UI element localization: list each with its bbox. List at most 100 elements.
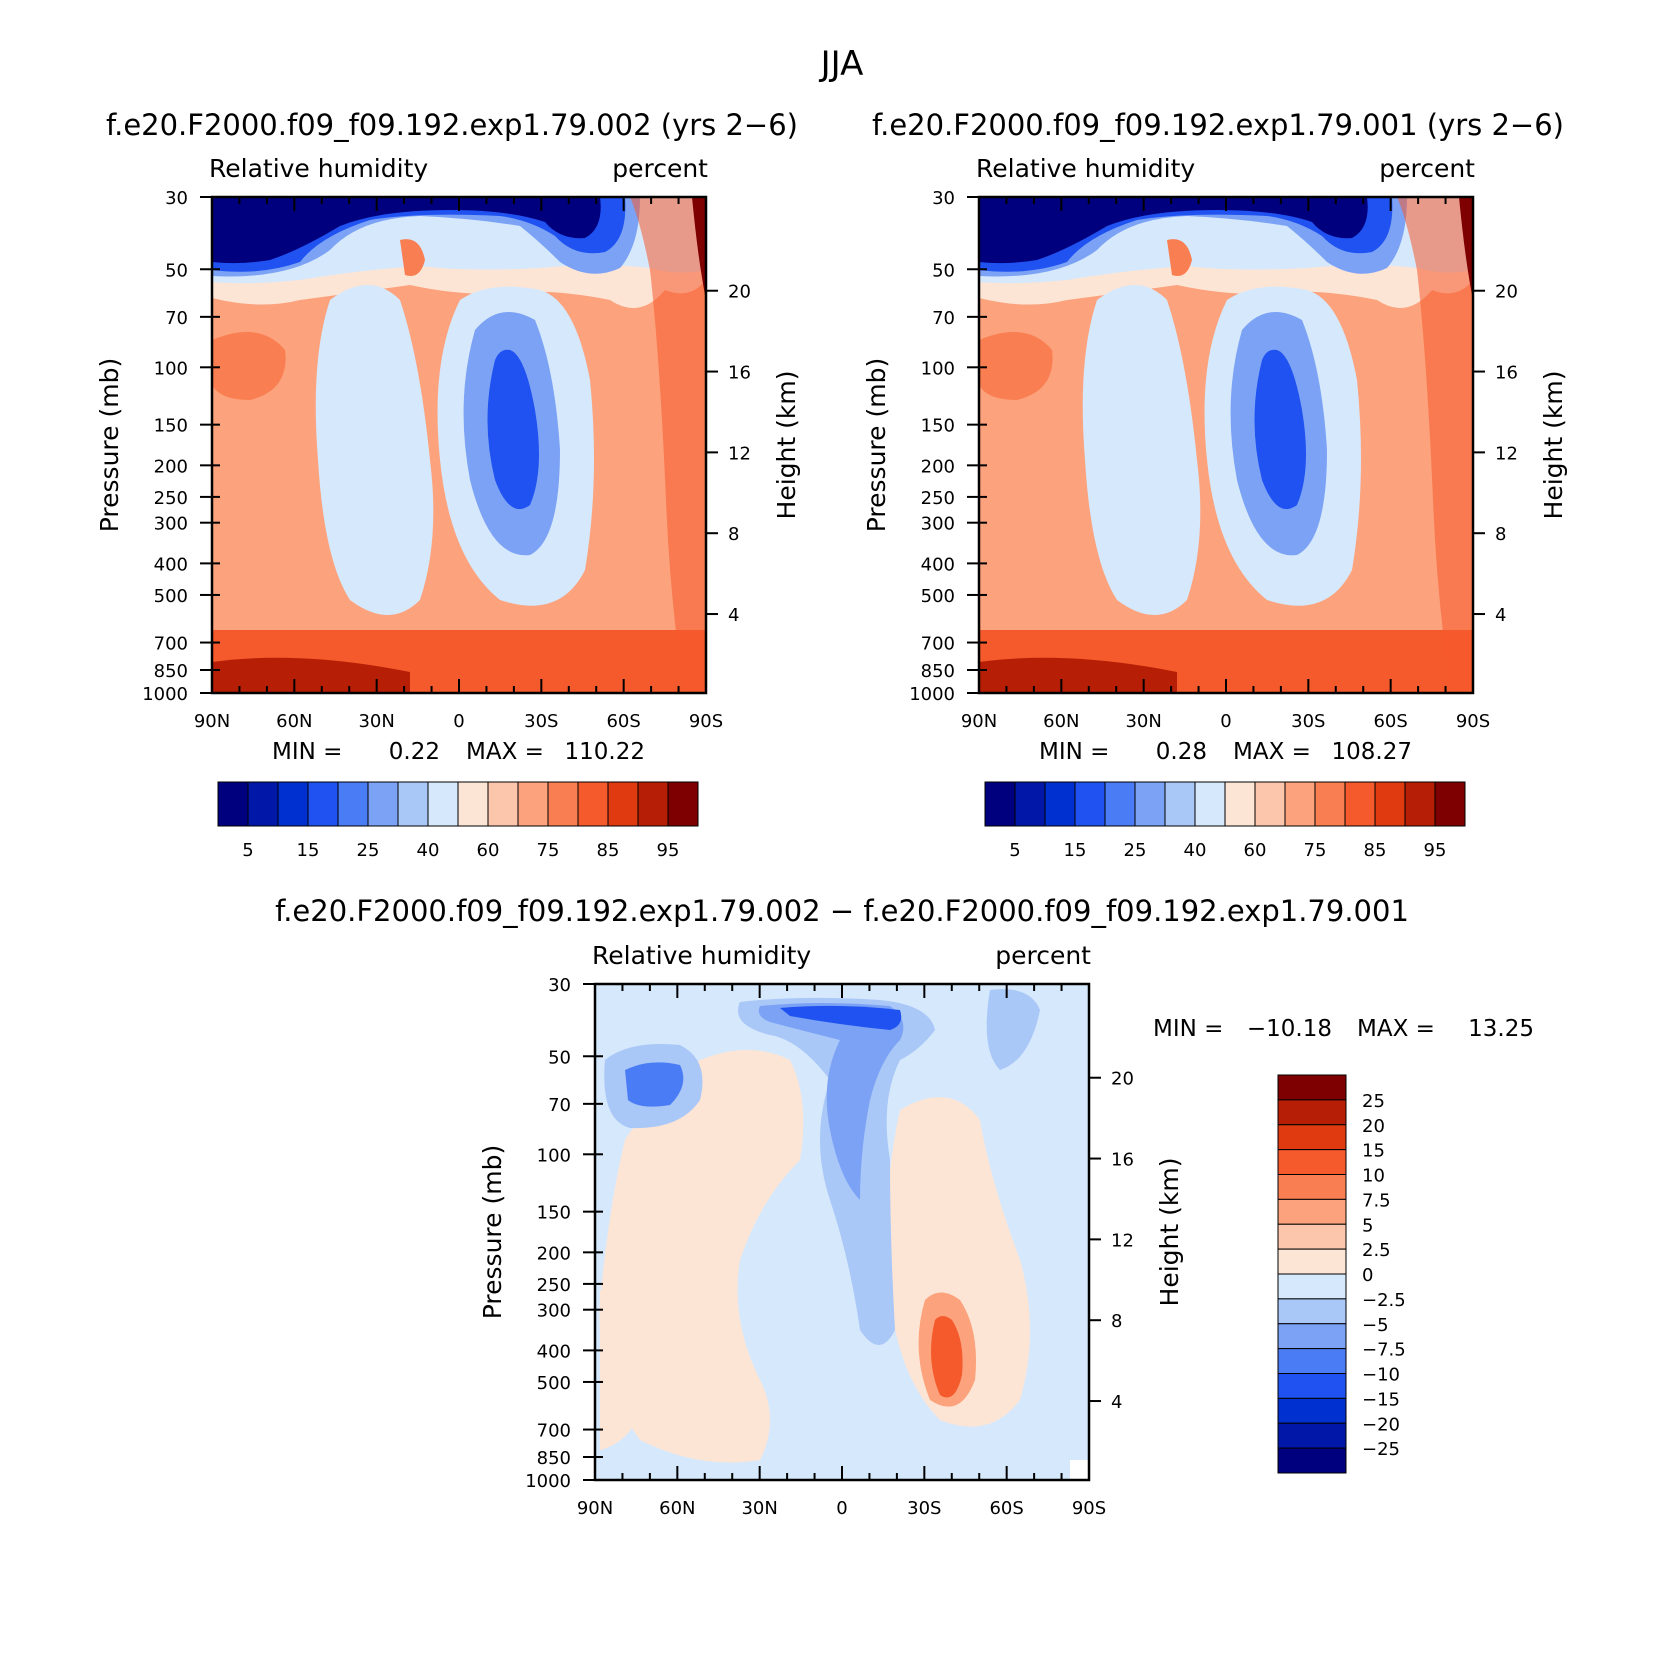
colorbar-label: −20 — [1362, 1414, 1400, 1435]
colorbar-label: −15 — [1362, 1389, 1400, 1410]
colorbar-label: 25 — [1362, 1091, 1385, 1112]
panel-c-field-tropical-negative — [738, 997, 935, 1345]
panel-a-title: f.e20.F2000.f09_f09.192.exp1.79.002 (yrs… — [106, 108, 798, 142]
colorbar-swatch — [1277, 1447, 1347, 1474]
colorbar-label: 15 — [297, 840, 320, 861]
panel-c-field-nh-upper-negative-stronger — [625, 1062, 684, 1107]
panel-a-field-nh-boundary — [212, 657, 410, 693]
colorbar-label: −25 — [1362, 1439, 1400, 1460]
y2-tick-label: 20 — [1495, 282, 1518, 303]
panel-model-002: Relative humidity percent 90N 60N 30N 0 30S 6… — [95, 154, 801, 861]
panel-c-field-tropopause-negative-max — [780, 1005, 902, 1030]
panel-a-colorbar: 5 15 25 40 60 75 85 95 — [217, 781, 699, 861]
y-tick-label: 50 — [932, 260, 955, 281]
x-tick-label: 60N — [276, 711, 312, 732]
panel-a-field-sh-subtropic-driest — [487, 349, 539, 510]
colorbar-swatch — [457, 781, 489, 827]
panel-a-min-value: 0.22 — [389, 739, 440, 765]
y2-tick-label: 20 — [728, 282, 751, 303]
colorbar-label: 95 — [657, 840, 680, 861]
panel-c-title: f.e20.F2000.f09_f09.192.exp1.79.002 − f.… — [275, 894, 1409, 928]
y-tick-label: 300 — [537, 1301, 571, 1322]
y-tick-label: 100 — [154, 358, 188, 379]
x-tick-label: 30N — [741, 1498, 777, 1519]
y-tick-label: 400 — [154, 554, 188, 575]
colorbar-label: 15 — [1064, 840, 1087, 861]
y2-tick-label: 8 — [728, 524, 739, 545]
panel-b-field-sh-subtropic-driest — [1254, 349, 1306, 510]
colorbar-label: 85 — [597, 840, 620, 861]
colorbar-swatch — [1224, 781, 1256, 827]
figure-title: JJA — [819, 44, 864, 84]
panel-b-max-value: 108.27 — [1332, 739, 1412, 765]
colorbar-label: 7.5 — [1362, 1190, 1391, 1211]
y2-tick-label: 20 — [1111, 1069, 1134, 1090]
colorbar-swatch — [217, 781, 249, 827]
x-tick-label: 90S — [1072, 1498, 1106, 1519]
y-tick-label: 30 — [165, 188, 188, 209]
y2-tick-label: 4 — [728, 605, 739, 626]
y2-tick-label: 16 — [1495, 363, 1518, 384]
colorbar-swatch — [247, 781, 279, 827]
colorbar-label: 15 — [1362, 1141, 1385, 1162]
panel-c-field-sh-positive-max — [931, 1316, 963, 1398]
colorbar-swatch — [367, 781, 399, 827]
panel-b-variable-label: Relative humidity — [976, 154, 1195, 183]
panel-c-x-axis: 90N 60N 30N 0 30S 60S 90S — [577, 984, 1106, 1519]
colorbar-label: 2.5 — [1362, 1240, 1391, 1261]
colorbar-label: 75 — [1304, 840, 1327, 861]
panel-model-001: Relative humidity percent 90N 60N 30N 0 30S 6… — [862, 154, 1568, 861]
y2-tick-label: 8 — [1111, 1311, 1122, 1332]
colorbar-swatch — [517, 781, 549, 827]
colorbar-label: −7.5 — [1362, 1340, 1406, 1361]
y-tick-label: 70 — [932, 308, 955, 329]
y2-tick-label: 12 — [1495, 443, 1518, 464]
y-tick-label: 850 — [537, 1448, 571, 1469]
panel-c-max-label: MAX = — [1357, 1016, 1435, 1042]
colorbar-swatch — [1314, 781, 1346, 827]
y-tick-label: 300 — [154, 514, 188, 535]
colorbar-label: 85 — [1364, 840, 1387, 861]
y2-tick-label: 8 — [1495, 524, 1506, 545]
panel-b-units-label: percent — [1379, 154, 1475, 183]
y-tick-label: 30 — [932, 188, 955, 209]
y-tick-label: 200 — [537, 1243, 571, 1264]
panel-a-field-nh-subtropic-dry — [315, 285, 434, 615]
panel-b-y2-axis: 20 16 12 8 4 — [1473, 282, 1518, 626]
panel-c-units-label: percent — [995, 941, 1091, 970]
colorbar-label: 5 — [1009, 840, 1020, 861]
colorbar-swatch — [1277, 1422, 1347, 1449]
panel-b-x-axis: 90N 60N 30N 0 30S 60S 90S — [961, 197, 1490, 732]
colorbar-swatch — [1277, 1348, 1347, 1374]
y-tick-label: 100 — [537, 1145, 571, 1166]
colorbar-swatch — [337, 781, 369, 827]
panel-a-x-axis: 90N 60N 30N 0 30S 60S 90S — [194, 197, 723, 732]
x-tick-label: 90N — [577, 1498, 613, 1519]
colorbar-swatch — [1434, 781, 1466, 827]
x-tick-label: 90S — [1456, 711, 1490, 732]
y-tick-label: 70 — [165, 308, 188, 329]
panel-b-ylabel: Pressure (mb) — [862, 358, 891, 532]
colorbar-label: 5 — [242, 840, 253, 861]
y2-tick-label: 12 — [728, 443, 751, 464]
panel-a-min-label: MIN = — [272, 739, 342, 765]
colorbar-swatch — [1277, 1074, 1347, 1101]
x-tick-label: 60S — [606, 711, 640, 732]
panel-a-max-label: MAX = — [466, 739, 544, 765]
panel-b-field-nh-boundary — [979, 657, 1177, 693]
colorbar-swatch — [607, 781, 639, 827]
x-tick-label: 60S — [989, 1498, 1023, 1519]
colorbar-label: 0 — [1362, 1265, 1373, 1286]
panel-a-field-polar-south-max — [692, 197, 706, 300]
colorbar-swatch — [1277, 1323, 1347, 1350]
panel-b-y2label: Height (km) — [1539, 371, 1568, 520]
colorbar-label: −10 — [1362, 1365, 1400, 1386]
colorbar-swatch — [1164, 781, 1196, 827]
x-tick-label: 90N — [961, 711, 997, 732]
y-tick-label: 150 — [921, 416, 955, 437]
panel-a-y2-axis: 20 16 12 8 4 — [706, 282, 751, 626]
panel-a-field-itcz-upper — [400, 239, 425, 276]
y-tick-label: 70 — [548, 1095, 571, 1116]
